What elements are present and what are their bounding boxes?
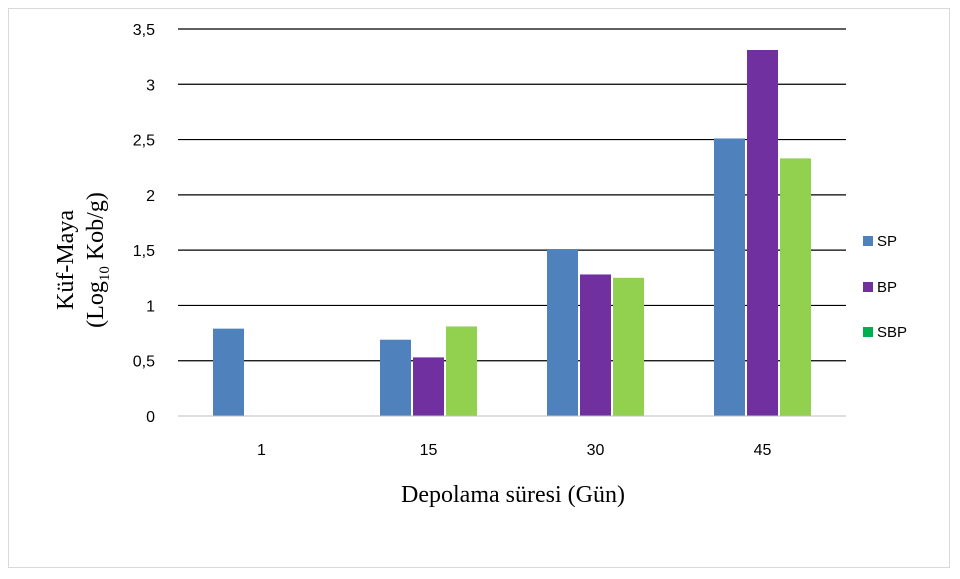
- legend-label-bp: BP: [877, 279, 897, 296]
- y-axis-title: Küf-Maya (Log10 Kob/g): [53, 192, 113, 328]
- y-axis-title-line1: Küf-Maya: [53, 210, 79, 310]
- x-tick-label: 45: [754, 442, 772, 459]
- bar-bp-15: [413, 357, 444, 416]
- bars: [213, 50, 811, 417]
- gridlines: [178, 28, 846, 362]
- legend: SP BP SBP: [863, 233, 907, 341]
- bar-bp-30: [580, 274, 611, 416]
- y-tick-label: 3: [146, 77, 155, 94]
- y-axis-title-prefix: (Log: [83, 281, 109, 328]
- y-tick-label: 1,5: [133, 243, 155, 260]
- bar-bp-45: [747, 50, 778, 416]
- y-tick-label: 1: [146, 298, 155, 315]
- legend-label-sp: SP: [877, 233, 897, 250]
- x-tick-label: 30: [587, 442, 605, 459]
- bar-sbp-30: [613, 277, 644, 416]
- y-axis-title-suffix: Kob/g): [83, 192, 109, 266]
- legend-label-sbp: SBP: [877, 324, 907, 341]
- y-tick-labels: 0 0,5 1 1,5 2 2,5 3 3,5: [133, 22, 155, 426]
- legend-swatch-sbp: [863, 327, 873, 337]
- bar-sp-15: [380, 339, 411, 416]
- bar-sp-30: [547, 249, 578, 416]
- y-tick-label: 2: [146, 188, 155, 205]
- legend-swatch-sp: [863, 236, 873, 246]
- bar-sp-45: [714, 138, 745, 417]
- y-tick-label: 3,5: [133, 22, 155, 39]
- y-axis-title-subscript: 10: [97, 266, 113, 281]
- y-tick-label: 0: [146, 409, 155, 426]
- x-tick-labels: 1 15 30 45: [257, 442, 771, 459]
- bar-sbp-15: [446, 326, 477, 416]
- x-tick-label: 1: [257, 442, 266, 459]
- y-axis-title-line2: (Log10 Kob/g): [83, 192, 113, 328]
- x-tick-label: 15: [420, 442, 438, 459]
- bar-sbp-45: [780, 158, 811, 416]
- x-axis-title: Depolama süresi (Gün): [401, 482, 625, 508]
- bar-sp-1: [213, 328, 244, 416]
- legend-swatch-bp: [863, 282, 873, 292]
- y-tick-label: 2,5: [133, 133, 155, 150]
- y-tick-label: 0,5: [133, 354, 155, 371]
